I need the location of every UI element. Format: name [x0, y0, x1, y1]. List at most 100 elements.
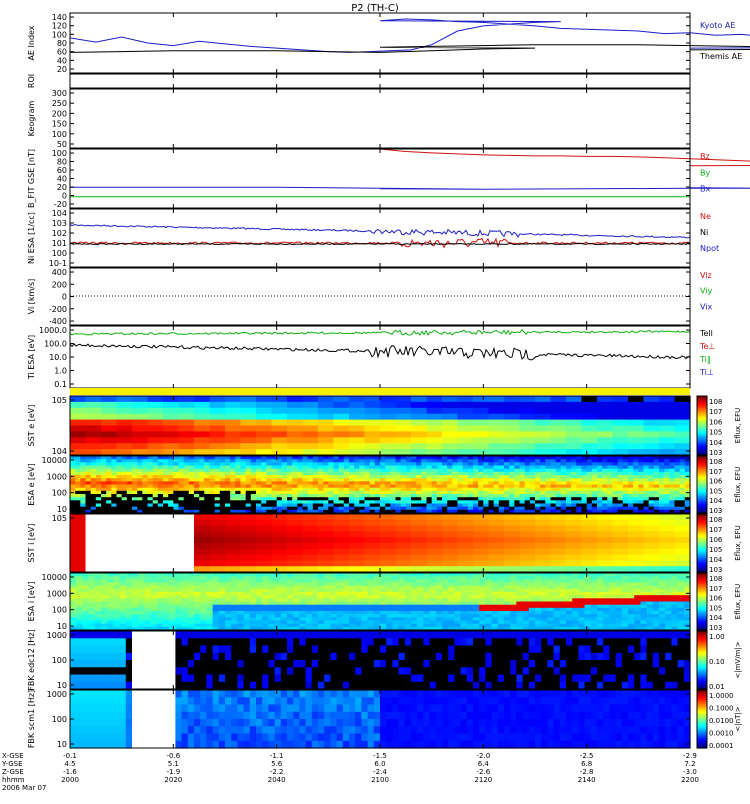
sst-electron-spectrogram-cell [628, 426, 644, 433]
sst-ion-spectrogram-cell [349, 526, 365, 532]
sst-ion-spectrogram-cell [396, 526, 412, 532]
sst-electron-spectrogram-cell [613, 426, 629, 433]
sst-ion-spectrogram-cell [442, 537, 458, 543]
sst-electron-spectrogram-cell [365, 443, 381, 450]
sst-electron-spectrogram-cell [427, 443, 443, 450]
sst-ion-spectrogram-cell [86, 560, 102, 566]
sst-ion-spectrogram-cell [597, 520, 613, 526]
sst-ion-spectrogram-cell [225, 514, 241, 520]
sst-electron-spectrogram-cell [582, 396, 598, 403]
sst-electron-spectrogram-cell [458, 408, 474, 415]
ae-legend-kyoto: Kyoto AE [700, 21, 735, 30]
sst-electron-spectrogram-cell [504, 426, 520, 433]
sst-ion-spectrogram-cell [70, 543, 86, 549]
sst-electron-spectrogram-cell [132, 408, 148, 415]
sst-electron-spectrogram-cell [148, 443, 164, 450]
temperature-tick-label: 10.0 [49, 353, 67, 362]
sst-ion-spectrogram-cell [132, 520, 148, 526]
sst-ion-spectrogram-cell [179, 531, 195, 537]
sst-ion-spectrogram-cell [442, 560, 458, 566]
ae-tick-label: 140 [52, 13, 67, 22]
sst-ion-spectrogram-cell [349, 543, 365, 549]
esa-ion-spectrogram [70, 573, 691, 631]
sst-ion-spectrogram-cell [582, 531, 598, 537]
temperature-legend-0: Tell [699, 329, 713, 338]
sst-ion-spectrogram-cell [225, 560, 241, 566]
sst-electron-spectrogram-cell [210, 443, 226, 450]
sst-electron-spectrogram-cell [70, 396, 86, 403]
sst-ion-spectrogram-cell [489, 560, 505, 566]
ae-tick-label: 40 [57, 56, 67, 65]
sst-electron-spectrogram-cell [675, 408, 691, 415]
density-tick-label: 100 [52, 249, 67, 258]
sst-electron-spectrogram-cell [163, 443, 179, 450]
sst-electron-spectrogram-cell [318, 431, 334, 438]
esa-electron-colorbar-tick: 107 [709, 468, 722, 476]
sst-electron-spectrogram-cell [566, 437, 582, 444]
sst-electron-spectrogram-cell [582, 408, 598, 415]
sst-ion-spectrogram-cell [489, 514, 505, 520]
sst-ion-spectrogram-cell [551, 520, 567, 526]
sst-ion-spectrogram-cell [256, 537, 272, 543]
sst-ion-spectrogram-cell [272, 555, 288, 561]
sst-electron-spectrogram-cell [334, 443, 350, 450]
sst-ion-spectrogram-cell [132, 514, 148, 520]
sst-ion-spectrogram-cell [659, 526, 675, 532]
sst-electron-spectrogram-cell [659, 426, 675, 433]
sst-electron-spectrogram-cell [303, 426, 319, 433]
sst-ion-spectrogram-cell [411, 514, 427, 520]
sst-electron-spectrogram-cell [535, 431, 551, 438]
sst-electron-spectrogram-cell [411, 431, 427, 438]
sst-ion-spectrogram-cell [148, 555, 164, 561]
esa-electron-colorbar-label: Eflux, EFU [734, 467, 742, 502]
sst-electron-spectrogram-cell [365, 396, 381, 403]
sst-electron-spectrogram-cell [675, 414, 691, 421]
sst-electron-spectrogram-cell [210, 431, 226, 438]
sst-electron-spectrogram-cell [256, 426, 272, 433]
sst-electron-colorbar-tick: 106 [709, 418, 723, 426]
sst-ion-spectrogram-cell [256, 520, 272, 526]
sst-ion-spectrogram-cell [411, 543, 427, 549]
sst-ion-spectrogram-cell [659, 520, 675, 526]
sst-electron-spectrogram-cell [442, 402, 458, 409]
sst-electron-spectrogram-cell [628, 408, 644, 415]
sst-electron-spectrogram-cell [241, 443, 257, 450]
sst-ion-spectrogram-cell [504, 560, 520, 566]
sst-ion-spectrogram-cell [535, 543, 551, 549]
sst-ion-spectrogram-cell [303, 514, 319, 520]
sst-electron-spectrogram-cell [520, 443, 536, 450]
sst-electron-colorbar-label: Eflux, EFU [734, 408, 742, 443]
sst-ion-spectrogram-cell [473, 555, 489, 561]
sst-electron-spectrogram-cell [628, 437, 644, 444]
sst-electron-spectrogram-cell [70, 443, 86, 450]
sst-electron-spectrogram-cell [101, 408, 117, 415]
sst-electron-spectrogram-cell [489, 443, 505, 450]
sst-ion-spectrogram-cell [318, 514, 334, 520]
sst-electron-tick-label: 104 [52, 447, 67, 456]
sst-electron-spectrogram-cell [458, 420, 474, 427]
sst-electron-spectrogram-cell [256, 408, 272, 415]
sst-ion-spectrogram-cell [473, 514, 489, 520]
sst-ion-spectrogram-cell [86, 531, 102, 537]
bfield-series-bz [380, 149, 750, 166]
sst-electron-spectrogram-cell [396, 408, 412, 415]
sst-electron-spectrogram-cell [427, 402, 443, 409]
sst-ion-spectrogram-cell [194, 537, 210, 543]
sst-electron-spectrogram-cell [225, 437, 241, 444]
sst-electron-spectrogram-cell [132, 396, 148, 403]
sst-ion-spectrogram-cell [473, 520, 489, 526]
sst-ion-spectrogram-cell [272, 531, 288, 537]
sst-electron-spectrogram-cell [86, 420, 102, 427]
sst-ion-spectrogram-cell [194, 549, 210, 555]
sst-ion-spectrogram-cell [427, 526, 443, 532]
sst-ion-spectrogram-cell [318, 537, 334, 543]
sst-ion-spectrogram-cell [520, 537, 536, 543]
sst-electron-spectrogram-cell [380, 414, 396, 421]
sst-ion-spectrogram-cell [458, 514, 474, 520]
keogram-tick-label: 300 [52, 89, 67, 98]
sst-electron-spectrogram-cell [659, 431, 675, 438]
sst-electron-spectrogram-cell [566, 402, 582, 409]
sst-ion-spectrogram-cell [148, 514, 164, 520]
data-quality-bar [70, 388, 690, 395]
sst-ion-spectrogram-cell [644, 560, 660, 566]
